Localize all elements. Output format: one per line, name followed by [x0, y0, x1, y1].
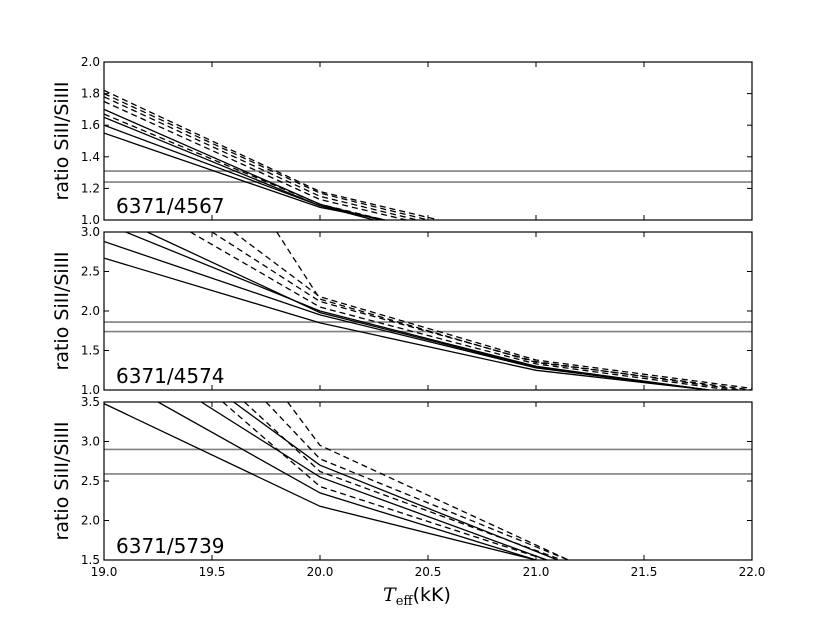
y-tick-label: 3.0 — [81, 435, 100, 449]
panel-3: 1.5 2.0 2.5 3.0 3.5 19.0 19.5 20.0 20.5 21.0 21.5 2… — [51, 395, 765, 579]
series-line-dashed — [104, 113, 385, 220]
x-axis-symbol: T — [383, 584, 397, 606]
series-group — [104, 89, 439, 220]
panel-label: 6371/4574 — [116, 364, 225, 388]
series-line-solid — [146, 232, 709, 390]
y-tick-label: 2.0 — [81, 55, 100, 69]
y-tick-label: 1.0 — [81, 213, 100, 227]
y-axis-label: ratio SiII/SiIII — [51, 422, 73, 541]
y-tick-label: 2.5 — [81, 265, 100, 279]
y-tick-label: 2.0 — [81, 514, 100, 528]
x-axis-unit: (kK) — [413, 584, 451, 606]
series-line-solid — [200, 402, 548, 560]
x-axis-label: Teff(kK) — [383, 584, 451, 609]
y-tick-label: 3.5 — [81, 395, 100, 409]
x-tick-label: 20.5 — [415, 565, 442, 579]
y-tick-label: 1.6 — [81, 118, 100, 132]
panel-2: 1.0 1.5 2.0 2.5 3.0 6371/4574 ratio SiII/SiIII — [51, 225, 753, 397]
series-line-dashed — [190, 232, 731, 390]
x-tick-label: 22.0 — [739, 565, 766, 579]
y-axis-label: ratio SiII/SiIII — [51, 82, 73, 201]
series-line-solid — [157, 402, 537, 560]
series-line-dashed — [265, 402, 569, 560]
y-tick-label: 2.0 — [81, 304, 100, 318]
series-line-dashed — [276, 232, 752, 390]
y-tick-label: 2.5 — [81, 474, 100, 488]
panel-1: 1.0 1.2 1.4 1.6 1.8 2.0 6371/4567 ratio SiII/Si… — [51, 55, 753, 227]
series-group — [104, 402, 569, 560]
x-tick-label: 19.5 — [199, 565, 226, 579]
x-tick-label: 20.0 — [307, 565, 334, 579]
series-line-solid — [104, 403, 537, 560]
panel-label: 6371/5739 — [116, 534, 225, 558]
series-line-dashed — [104, 96, 418, 220]
x-tick-label: 21.5 — [631, 565, 658, 579]
y-tick-label: 1.2 — [81, 181, 100, 195]
series-line-dashed — [222, 402, 548, 560]
x-tick-label: 21.0 — [523, 565, 550, 579]
series-line-dashed — [287, 402, 569, 560]
series-line-dashed — [243, 402, 558, 560]
y-tick-label: 1.0 — [81, 383, 100, 397]
x-tick-label: 19.0 — [91, 565, 118, 579]
y-tick-label: 1.5 — [81, 553, 100, 567]
y-tick-label: 1.5 — [81, 344, 100, 358]
series-line-dashed — [233, 232, 752, 390]
y-tick-label: 1.4 — [81, 150, 100, 164]
series-line-dashed — [211, 232, 742, 390]
y-tick-label: 3.0 — [81, 225, 100, 239]
y-tick-label: 1.8 — [81, 87, 100, 101]
series-line-solid — [233, 402, 558, 560]
series-group — [104, 232, 752, 390]
x-axis-subscript: eff — [396, 594, 415, 609]
y-axis-label: ratio SiII/SiIII — [51, 252, 73, 371]
series-line-solid — [104, 257, 709, 390]
panel-label: 6371/4567 — [116, 194, 225, 218]
series-line-dashed — [104, 93, 429, 220]
